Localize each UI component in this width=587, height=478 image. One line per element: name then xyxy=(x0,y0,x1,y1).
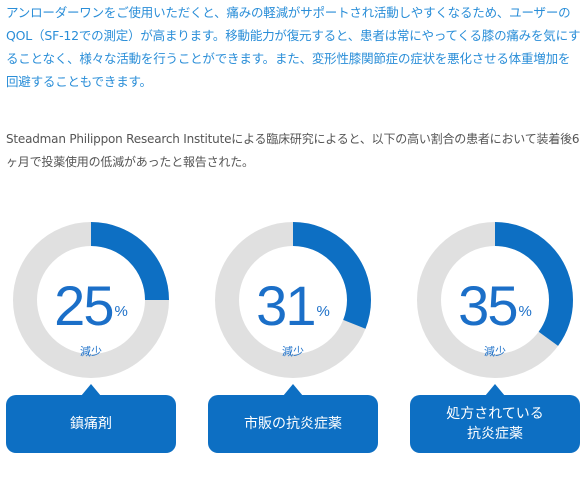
stat-number: 25 xyxy=(54,274,114,337)
stat-label: 処方されている 抗炎症薬 xyxy=(410,384,580,453)
donut-chart xyxy=(215,222,371,378)
percent-sign: % xyxy=(518,303,532,320)
intro-paragraph-1: アンローダーワンをご使用いただくと、痛みの軽減がサポートされ活動しやすくなるため… xyxy=(6,5,581,89)
intro-paragraph-2: Steadman Philippon Research Instituteによる… xyxy=(6,132,580,169)
stat-value: 25% xyxy=(6,278,176,334)
donut-fill xyxy=(13,222,169,378)
stat-label: 市販の抗炎症薬 xyxy=(208,384,378,453)
stat-value: 31% xyxy=(208,278,378,334)
donut-fill xyxy=(215,222,371,378)
stat-prescription-anti-inflammatory: 35% 減少 処方されている 抗炎症薬 xyxy=(410,220,580,470)
stat-otc-anti-inflammatory: 31% 減少 市販の抗炎症薬 xyxy=(208,220,378,470)
percent-sign: % xyxy=(316,303,330,320)
stat-number: 31 xyxy=(256,274,316,337)
stat-caption: 減少 xyxy=(484,345,506,358)
stat-painkillers: 25% 減少 鎮痛剤 xyxy=(6,220,176,470)
stat-value: 35% xyxy=(410,278,580,334)
donut-chart xyxy=(13,222,169,378)
stat-label: 鎮痛剤 xyxy=(6,384,176,453)
stat-number: 35 xyxy=(458,274,518,337)
stat-caption: 減少 xyxy=(80,345,102,358)
stat-caption: 減少 xyxy=(282,345,304,358)
percent-sign: % xyxy=(114,303,128,320)
donut-chart xyxy=(417,222,573,378)
donut-fill xyxy=(417,222,573,378)
